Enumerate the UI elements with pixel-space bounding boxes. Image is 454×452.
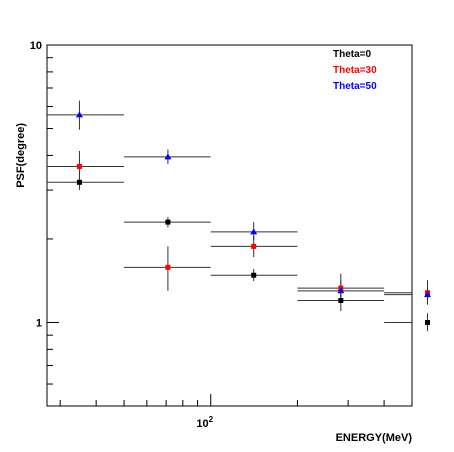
x-axis-label: ENERGY(MeV)	[336, 432, 413, 444]
data-point	[76, 179, 82, 185]
data-point	[165, 219, 171, 225]
plot-frame	[46, 44, 413, 407]
legend-entry: Theta=0	[333, 49, 372, 60]
x-tick-label: 102	[196, 415, 213, 430]
data-point	[251, 243, 257, 249]
y-axis-label: PSF(degree)	[15, 123, 27, 188]
legend-entry: Theta=30	[333, 65, 377, 76]
data-point	[425, 319, 431, 325]
data-point	[424, 291, 432, 298]
data-point	[250, 228, 258, 235]
data-point	[164, 153, 172, 160]
data-point	[251, 272, 257, 278]
legend: Theta=0 Theta=30 Theta=50	[333, 49, 377, 92]
y-tick-label: 1	[36, 317, 42, 329]
data-point	[75, 111, 83, 118]
data-point	[165, 264, 171, 270]
data-point	[338, 298, 344, 304]
data-point	[337, 287, 345, 294]
legend-entry: Theta=50	[333, 81, 377, 92]
data-point	[76, 163, 82, 169]
y-tick-label: 10	[30, 40, 42, 52]
